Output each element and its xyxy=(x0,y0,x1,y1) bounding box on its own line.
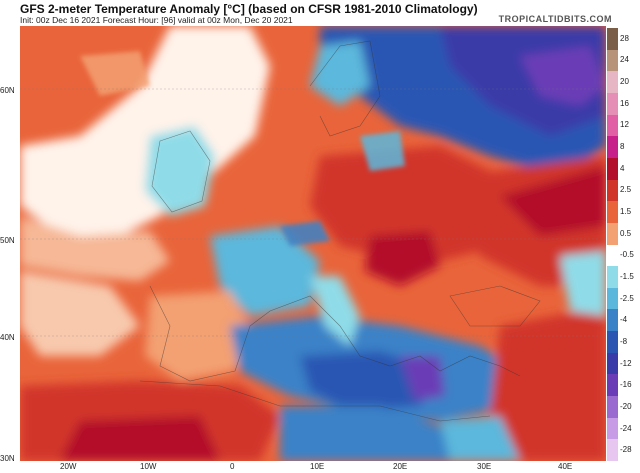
map-subtitle: Init: 00z Dec 16 2021 Forecast Hour: [96… xyxy=(20,15,293,25)
colorbar-swatch xyxy=(607,309,618,332)
lat-label-40n: 40N xyxy=(0,333,15,342)
brand-logo-text[interactable]: TROPICALTIDBITS.COM xyxy=(498,14,612,24)
colorbar-swatch xyxy=(607,179,618,202)
aegean-purple xyxy=(400,356,445,401)
atlantic-pale-west xyxy=(20,271,140,356)
coastline-north-africa xyxy=(139,380,491,422)
iceland-warm-patch xyxy=(80,51,150,96)
colorbar-tick-label: -16 xyxy=(620,380,632,390)
baltic-cold-patch xyxy=(360,131,405,171)
colorbar-swatch xyxy=(607,439,618,462)
middle-east-warm xyxy=(490,306,606,461)
coastline-scandinavia xyxy=(309,40,381,137)
colorbar-tick-label: -4 xyxy=(620,315,628,325)
colorbar-swatch xyxy=(607,352,618,375)
colorbar-swatch xyxy=(607,374,618,397)
colorbar-tick-label: 0.5 xyxy=(620,228,632,238)
colorbar-tick-label: 4 xyxy=(620,163,625,173)
balkans-hot-core xyxy=(365,231,440,286)
map-header: GFS 2-meter Temperature Anomaly [°C] (ba… xyxy=(0,0,640,26)
lon-label-10e: 10E xyxy=(310,462,325,471)
colorbar-swatch xyxy=(607,222,618,245)
colorbar-swatch xyxy=(607,201,618,224)
lon-label-40e: 40E xyxy=(558,462,573,471)
atlantic-light-band xyxy=(20,216,170,281)
lon-label-30e: 30E xyxy=(477,462,492,471)
lon-label-20w: 20W xyxy=(60,462,77,471)
alps-cold-patch xyxy=(280,221,330,246)
colorbar-swatch xyxy=(607,28,618,51)
lon-label-20e: 20E xyxy=(393,462,408,471)
coastline-british-isles xyxy=(151,130,211,213)
colorbar-swatch xyxy=(607,92,618,116)
colorbar-swatch xyxy=(607,157,618,181)
caspian-cool xyxy=(560,251,606,316)
russia-hot-band xyxy=(500,166,606,236)
british-isles-cool xyxy=(145,126,215,216)
colorbar-tick-label: 8 xyxy=(620,142,625,152)
egypt-light xyxy=(440,416,520,461)
coastline-black-sea xyxy=(449,285,541,327)
sahara-hot xyxy=(60,416,220,461)
colorbar-tick-label: -24 xyxy=(620,423,632,433)
colorbar-tick-label: 12 xyxy=(620,120,629,130)
colorbar-tick-label: 2.5 xyxy=(620,185,632,195)
colorbar-swatch xyxy=(607,49,618,72)
lat-label-30n: 30N xyxy=(0,454,15,463)
anomaly-map xyxy=(20,26,606,461)
colorbar-tick-label: 1.5 xyxy=(620,207,632,217)
colorbar-tick-label: 20 xyxy=(620,77,629,87)
coastline-europe xyxy=(149,285,521,382)
italy-light-cold xyxy=(310,276,360,346)
colorbar-tick-label: -12 xyxy=(620,358,632,368)
libya-egypt-cool xyxy=(280,406,460,461)
colorbar-swatch xyxy=(607,287,618,310)
colorbar-tick-label: -20 xyxy=(620,401,632,411)
colorbar-tick-label: -8 xyxy=(620,336,628,346)
colorbar-swatch xyxy=(607,417,618,440)
lon-label-0: 0 xyxy=(230,462,235,471)
atlantic-neutral-zone xyxy=(20,26,270,241)
colorbar-swatch xyxy=(607,266,618,289)
colorbar-tick-label: -28 xyxy=(620,445,632,455)
colorbar-swatch xyxy=(607,331,618,354)
france-cold-interior xyxy=(210,226,320,316)
norway-cold xyxy=(310,41,370,106)
colorbar-swatch xyxy=(607,136,618,159)
lon-label-10w: 10W xyxy=(140,462,157,471)
colorbar-tick-label: -2.5 xyxy=(620,293,634,303)
lat-label-60n: 60N xyxy=(0,86,15,95)
colorbar-tick-label: 24 xyxy=(620,55,629,65)
colorbar-swatch xyxy=(607,244,618,267)
colorbar-tick-label: 28 xyxy=(620,33,629,43)
colorbar-swatch xyxy=(607,114,618,137)
colorbar xyxy=(607,28,618,462)
colorbar-swatch xyxy=(607,71,618,94)
colorbar-tick-label: -0.5 xyxy=(620,250,634,260)
map-title: GFS 2-meter Temperature Anomaly [°C] (ba… xyxy=(20,2,478,16)
lat-label-50n: 50N xyxy=(0,236,15,245)
colorbar-tick-label: -1.5 xyxy=(620,271,634,281)
colorbar-tick-label: 16 xyxy=(620,98,629,108)
colorbar-swatch xyxy=(607,396,618,419)
north-russia-purple xyxy=(520,46,606,106)
